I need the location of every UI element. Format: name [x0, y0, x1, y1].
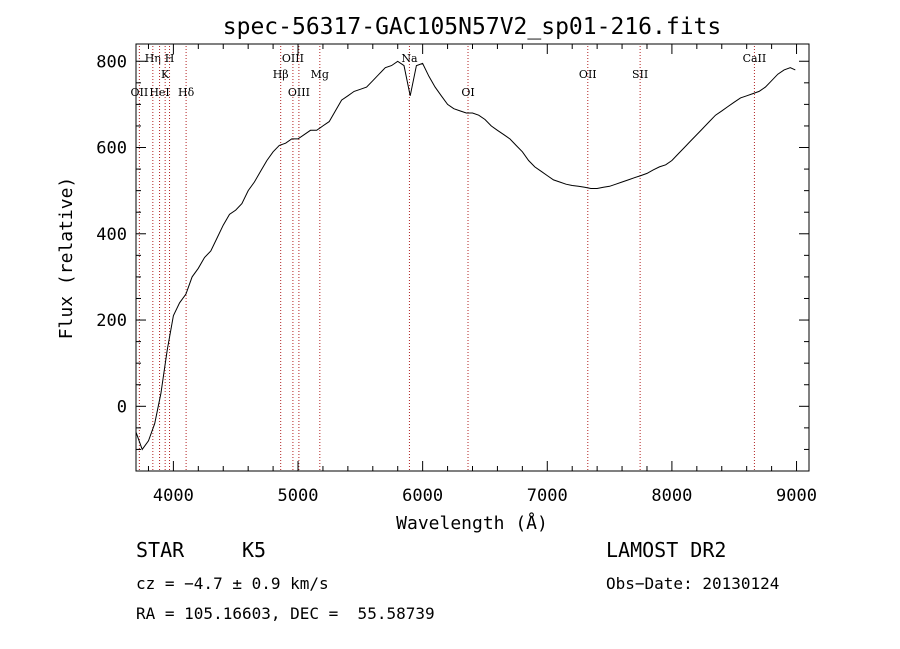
y-axis: 0 200 400 600 800 [96, 52, 809, 450]
line-marker-label: H [165, 52, 175, 65]
x-axis-label: Wavelength (Å) [396, 512, 548, 534]
line-marker-label: K [161, 68, 170, 81]
spectrum-line [135, 60, 796, 451]
x-tick-label: 8000 [651, 486, 692, 506]
line-marker-label: Hη [145, 52, 161, 65]
x-tick-label: 4000 [153, 486, 194, 506]
line-marker-label: OII [579, 68, 597, 81]
line-marker-label: OII [131, 86, 149, 99]
observation-date: Obs−Date: 20130124 [606, 574, 780, 593]
line-marker-label: CaII [743, 52, 767, 65]
line-marker-label: HeI [149, 86, 169, 99]
y-tick-label: 800 [96, 52, 127, 72]
line-marker-label: OIII [282, 52, 304, 65]
x-tick-label: 5000 [278, 486, 319, 506]
y-tick-label: 0 [117, 397, 127, 417]
line-marker-label: Hδ [178, 86, 195, 99]
object-subclass: K5 [242, 538, 267, 562]
line-marker-label: OI [461, 86, 474, 99]
line-marker-label: Na [401, 52, 418, 65]
object-class: STAR [136, 538, 185, 562]
x-tick-label: 6000 [402, 486, 443, 506]
y-tick-label: 200 [96, 311, 127, 331]
chart-title: spec-56317-GAC105N57V2_sp01-216.fits [223, 14, 722, 40]
y-tick-label: 600 [96, 139, 127, 159]
redshift-cz: cz = −4.7 ± 0.9 km/s [136, 574, 329, 593]
line-marker-label: Hβ [273, 68, 289, 81]
x-axis: 4000 5000 6000 7000 8000 9000 [147, 44, 817, 506]
line-marker-label: Mg [311, 68, 329, 81]
y-axis-label: Flux (relative) [56, 177, 77, 340]
plot-frame [135, 43, 810, 472]
line-marker-label: OIII [288, 86, 310, 99]
x-tick-label: 7000 [527, 486, 568, 506]
ra-dec: RA = 105.16603, DEC = 55.58739 [136, 604, 435, 623]
series-group [135, 60, 796, 451]
line-marker-label: SII [632, 68, 648, 81]
x-tick-label: 9000 [776, 486, 817, 506]
y-tick-label: 400 [96, 225, 127, 245]
survey-name: LAMOST DR2 [606, 538, 727, 562]
